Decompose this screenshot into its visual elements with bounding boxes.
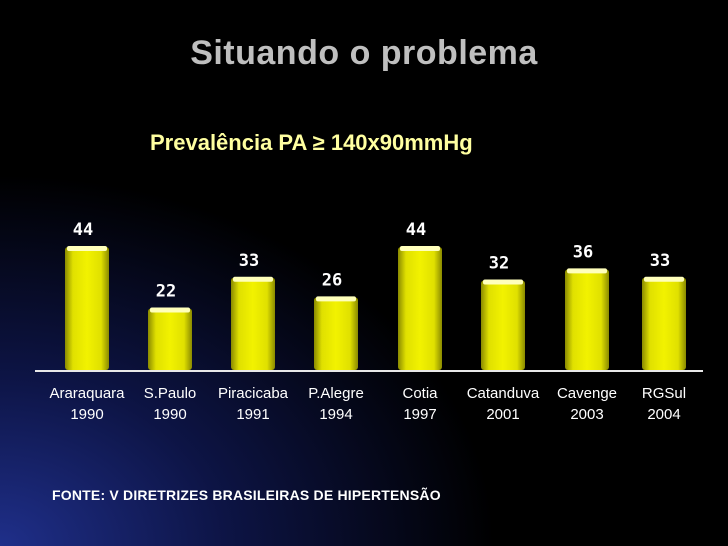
bar-1 [148,308,192,370]
source-note: FONTE: V DIRETRIZES BRASILEIRAS DE HIPER… [52,487,441,503]
x-tick-city-4: Cotia [402,385,438,402]
value-label-7: 33 [650,251,670,271]
value-label-3: 26 [322,270,342,290]
x-tick-year-6: 2003 [570,406,603,423]
x-tick-city-0: Araraquara [49,385,125,402]
x-tick-year-3: 1994 [319,406,352,423]
x-tick-year-0: 1990 [70,406,103,423]
bar-cap-3 [316,296,356,302]
bar-cap-2 [233,276,273,282]
bar-6 [565,269,609,370]
x-tick-city-5: Catanduva [467,385,540,402]
x-tick-year-4: 1997 [403,406,436,423]
value-label-0: 44 [73,220,93,240]
bar-5 [481,280,525,370]
bar-0 [65,247,109,370]
value-label-5: 32 [489,254,509,274]
value-label-6: 36 [573,242,593,262]
bar-cap-5 [483,279,523,285]
value-label-1: 22 [156,282,176,302]
chart-subtitle: Prevalência PA ≥ 140x90mmHg [150,130,473,155]
x-tick-year-5: 2001 [486,406,519,423]
value-label-4: 44 [406,220,426,240]
value-label-2: 33 [239,251,259,271]
x-tick-city-7: RGSul [642,385,686,402]
x-tick-year-1: 1990 [153,406,186,423]
bar-cap-1 [150,307,190,313]
bar-4 [398,247,442,370]
slide-title: Situando o problema [190,34,538,72]
x-tick-city-1: S.Paulo [144,385,197,402]
bar-7 [642,277,686,370]
bar-3 [314,297,358,370]
bar-2 [231,277,275,370]
x-tick-city-2: Piracicaba [218,385,289,402]
x-tick-city-3: P.Alegre [308,385,364,402]
bar-cap-6 [567,268,607,274]
x-tick-year-2: 1991 [236,406,269,423]
bar-cap-0 [67,246,107,251]
bar-cap-4 [400,246,440,251]
x-tick-year-7: 2004 [647,406,680,423]
bar-cap-7 [644,276,684,282]
x-tick-city-6: Cavenge [557,385,617,402]
